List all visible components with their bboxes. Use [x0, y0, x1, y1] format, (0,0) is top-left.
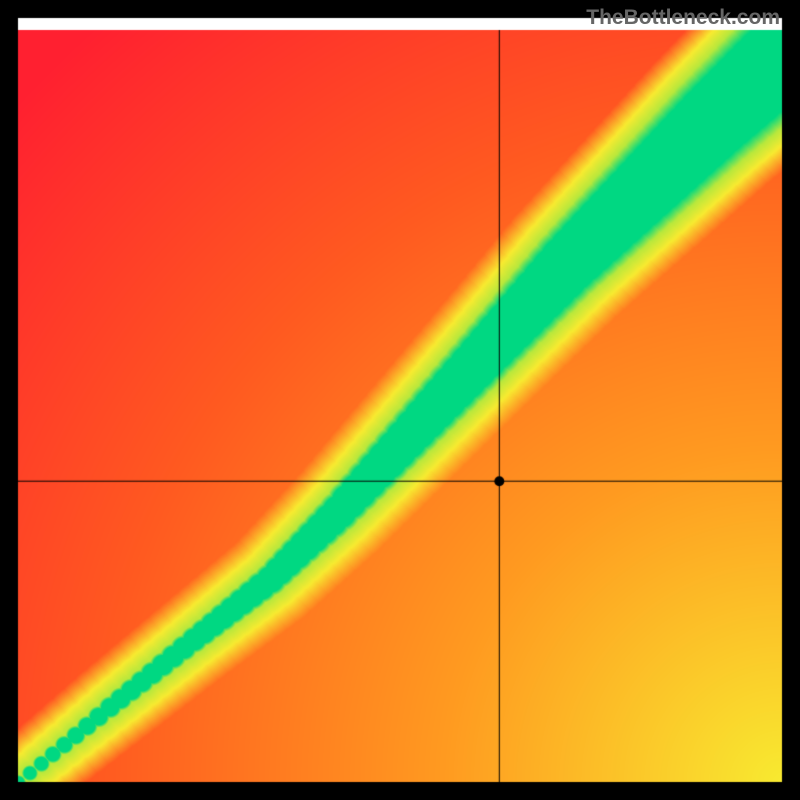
chart-container: TheBottleneck.com [0, 0, 800, 800]
heatmap-canvas [0, 0, 800, 800]
watermark-text: TheBottleneck.com [586, 6, 780, 30]
